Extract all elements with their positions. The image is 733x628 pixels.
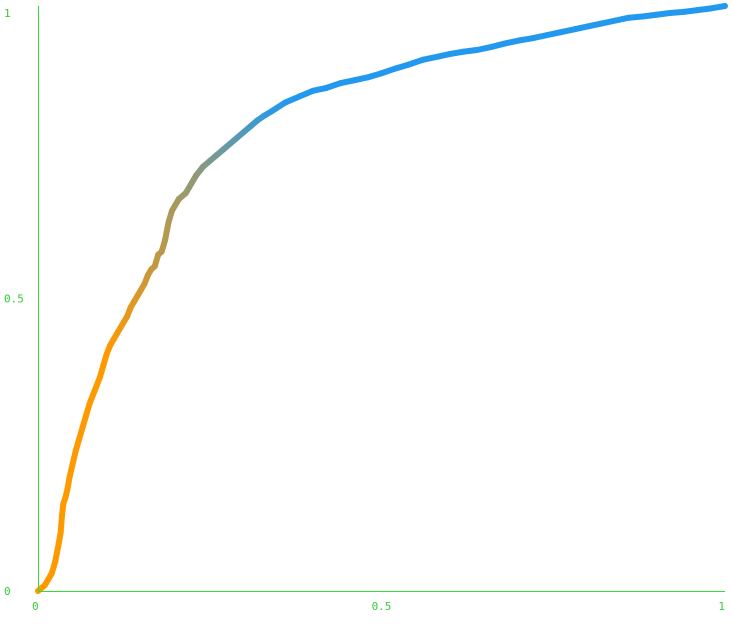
y-tick-label: 0	[4, 585, 11, 598]
x-tick-label: 0	[32, 600, 39, 613]
axes	[38, 6, 725, 592]
series-0-segment-91	[708, 3, 728, 12]
x-tick-label: 0.5	[372, 600, 392, 613]
x-tick-label: 1	[718, 600, 725, 613]
series-line	[35, 3, 728, 594]
y-tick-label: 0.5	[4, 293, 24, 306]
tick-labels: 0 0.5 1 0 0.5 1	[4, 7, 725, 613]
y-tick-label: 1	[4, 7, 11, 20]
